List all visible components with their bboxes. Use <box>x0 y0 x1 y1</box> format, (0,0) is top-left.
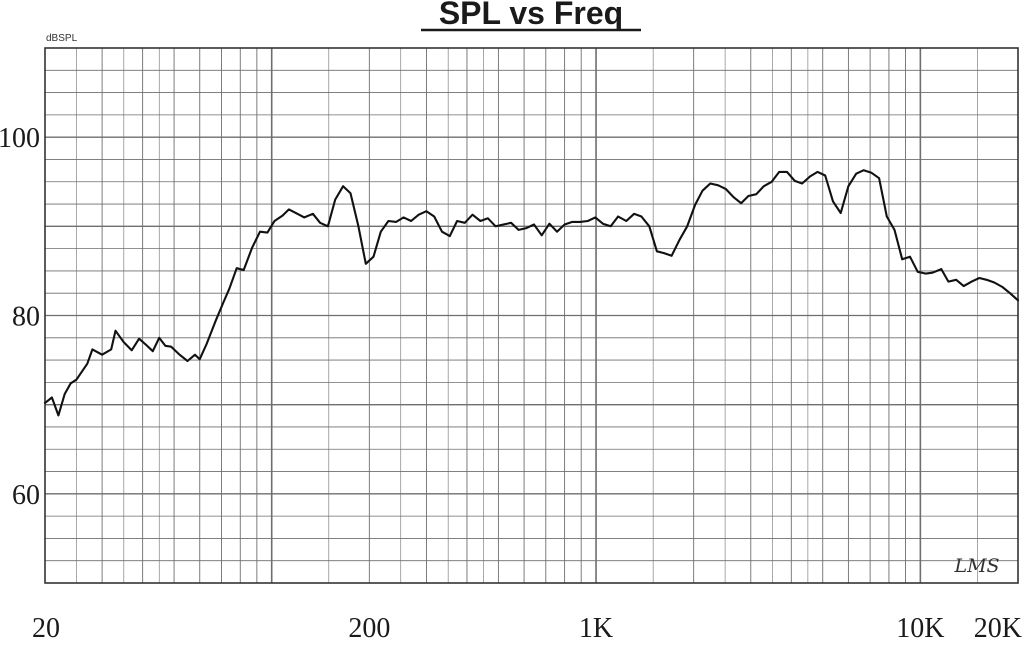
y-tick-label: 60 <box>12 480 40 511</box>
y-tick-label: 100 <box>0 123 40 154</box>
plot-frame <box>44 47 1019 584</box>
x-tick-label: 200 <box>348 613 390 644</box>
y-tick-label: 80 <box>12 302 40 333</box>
x-tick-label: 1K <box>579 613 613 644</box>
lms-watermark: LMS <box>953 555 999 577</box>
x-axis-tick-labels: 20 200 1K 10K 20K <box>32 613 1022 644</box>
major-grid <box>45 48 1018 583</box>
y-axis-unit-label: dBSPL <box>46 33 78 44</box>
x-tick-label: 20 <box>32 613 60 644</box>
chart-title: SPL vs Freq <box>439 0 623 31</box>
x-tick-label: 20K <box>974 613 1022 644</box>
y-axis-tick-labels: 60 80 100 <box>0 123 40 511</box>
x-tick-label: 10K <box>896 613 944 644</box>
spl-response-curve <box>43 169 1020 417</box>
